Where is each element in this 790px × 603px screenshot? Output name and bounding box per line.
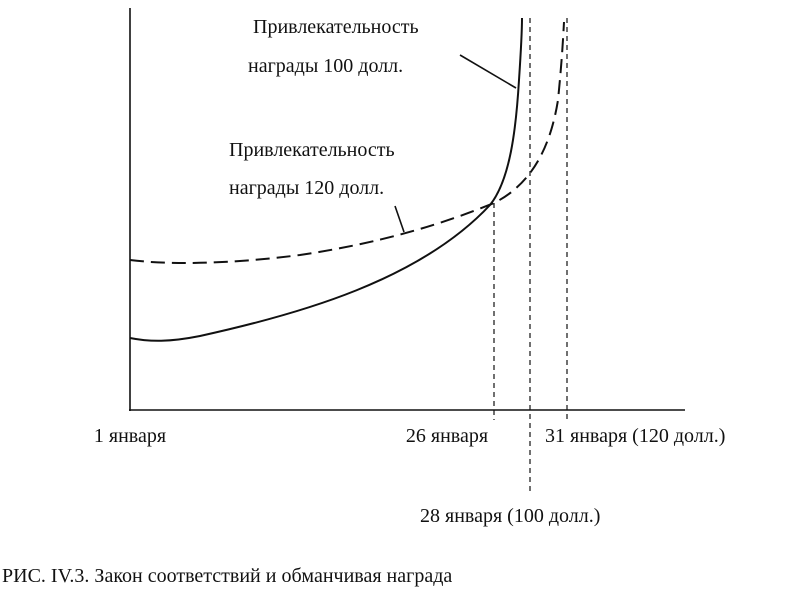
x-label: 26 января <box>406 425 488 447</box>
curve-120 <box>129 21 565 264</box>
curve-label: награды 120 долл. <box>229 177 384 199</box>
leader-line <box>459 54 517 89</box>
curve-label: награды 100 долл. <box>248 55 403 77</box>
curve-100 <box>129 17 523 342</box>
curve-label: Привлекательность <box>253 16 419 38</box>
x-label: 1 января <box>94 425 166 447</box>
caption: РИС. IV.3. Закон соответствий и обманчив… <box>2 565 452 587</box>
leader-line <box>394 205 405 233</box>
x-label: 31 января (120 долл.) <box>545 425 725 447</box>
curve-label: Привлекательность <box>229 139 395 161</box>
x-label: 28 января (100 долл.) <box>420 505 600 527</box>
